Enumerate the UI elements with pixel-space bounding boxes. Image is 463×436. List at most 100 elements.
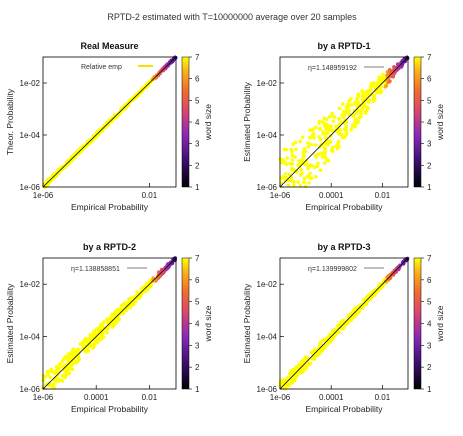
data-point bbox=[334, 124, 338, 129]
data-point bbox=[314, 175, 318, 179]
data-point bbox=[331, 119, 336, 123]
data-point bbox=[347, 112, 352, 117]
data-point bbox=[116, 314, 120, 319]
data-point bbox=[377, 75, 382, 79]
data-point bbox=[341, 102, 345, 106]
colorbar-tick-label: 4 bbox=[427, 320, 432, 329]
x-tick-label: 1e-06 bbox=[33, 191, 54, 200]
chart-title: Real Measure bbox=[80, 41, 138, 51]
data-point bbox=[60, 365, 65, 369]
data-point bbox=[310, 356, 315, 361]
data-point bbox=[46, 372, 50, 377]
data-point bbox=[86, 339, 90, 344]
eta-annotation: η=1.139999802 bbox=[308, 266, 357, 273]
colorbar-tick-label: 1 bbox=[195, 385, 200, 394]
chart-title: by a RPTD-1 bbox=[317, 41, 370, 51]
data-point bbox=[386, 72, 391, 77]
data-point bbox=[300, 135, 305, 140]
data-point bbox=[365, 89, 369, 94]
data-point bbox=[296, 180, 301, 184]
data-point bbox=[169, 60, 173, 65]
data-point bbox=[356, 92, 361, 96]
data-point bbox=[322, 161, 327, 165]
data-point bbox=[105, 120, 110, 125]
plot-frame bbox=[42, 56, 177, 188]
data-point bbox=[331, 149, 335, 154]
data-point bbox=[48, 375, 53, 380]
data-point bbox=[347, 315, 351, 320]
colorbar bbox=[181, 56, 190, 188]
data-point bbox=[306, 145, 311, 149]
data-point bbox=[320, 338, 324, 343]
data-point bbox=[372, 81, 376, 85]
data-point bbox=[284, 172, 288, 176]
colorbar-tick-label: 4 bbox=[195, 118, 200, 127]
y-tick-label: 1e-02 bbox=[257, 79, 278, 88]
colorbar-label: word size bbox=[203, 104, 213, 141]
data-point bbox=[92, 342, 97, 346]
data-point bbox=[306, 141, 310, 145]
data-point bbox=[339, 120, 344, 125]
data-point bbox=[99, 337, 104, 341]
data-point bbox=[336, 139, 341, 144]
data-point bbox=[340, 113, 345, 117]
data-point bbox=[57, 368, 61, 373]
data-point bbox=[331, 334, 336, 339]
data-point bbox=[102, 320, 106, 324]
y-tick-label: 1e-06 bbox=[257, 183, 278, 192]
data-point bbox=[130, 296, 135, 300]
y-tick-label: 1e-02 bbox=[20, 280, 41, 289]
data-point bbox=[127, 298, 132, 303]
data-point bbox=[85, 141, 89, 145]
data-point bbox=[364, 109, 369, 113]
data-point bbox=[349, 103, 354, 107]
data-point bbox=[325, 336, 329, 341]
colorbar bbox=[413, 257, 422, 390]
data-point bbox=[98, 323, 103, 328]
data-point bbox=[299, 359, 304, 364]
data-point bbox=[335, 146, 340, 151]
data-point bbox=[318, 126, 322, 131]
data-point bbox=[318, 341, 322, 346]
data-point bbox=[89, 342, 93, 347]
y-axis-label: Estimated Probability bbox=[242, 283, 252, 364]
data-point bbox=[297, 363, 302, 367]
data-point bbox=[344, 132, 349, 136]
y-tick-label: 1e-04 bbox=[20, 131, 41, 140]
colorbar-tick-label: 7 bbox=[427, 53, 432, 62]
data-point bbox=[123, 306, 128, 311]
chart-panel-4: by a RPTD-3 1e-06 0.0001 0.01 1e-06 1e-04 1e-0… bbox=[242, 242, 445, 414]
data-point bbox=[324, 117, 329, 122]
data-point bbox=[382, 76, 386, 80]
colorbar-tick-label: 3 bbox=[427, 341, 432, 350]
data-point bbox=[349, 97, 353, 101]
data-point bbox=[63, 368, 67, 372]
y-axis-label: Estimated Probability bbox=[242, 81, 252, 162]
colorbar-tick-label: 3 bbox=[427, 140, 432, 149]
data-point bbox=[131, 302, 136, 307]
data-point bbox=[350, 124, 355, 129]
chart-panel-3: by a RPTD-2 1e-06 0.0001 0.01 1e-06 1e-04 1e-0… bbox=[5, 242, 213, 414]
data-point bbox=[105, 330, 109, 335]
eta-annotation: η=1.138858851 bbox=[71, 266, 120, 273]
data-point bbox=[97, 327, 101, 331]
x-axis-label: Empirical Probability bbox=[71, 404, 149, 414]
data-point bbox=[314, 125, 318, 130]
data-point bbox=[156, 276, 161, 280]
colorbar-tick-label: 2 bbox=[427, 363, 432, 372]
colorbar-tick-label: 6 bbox=[427, 75, 432, 84]
data-point bbox=[116, 310, 120, 315]
data-point bbox=[353, 101, 357, 105]
y-tick-label: 1e-04 bbox=[257, 333, 278, 342]
x-tick-label: 0.0001 bbox=[84, 393, 109, 402]
data-point bbox=[326, 158, 331, 163]
plot-frame bbox=[279, 257, 409, 390]
data-point bbox=[83, 337, 88, 341]
data-point bbox=[344, 322, 349, 326]
data-point bbox=[355, 104, 359, 109]
data-point bbox=[77, 350, 81, 355]
data-point bbox=[309, 142, 314, 147]
data-point bbox=[324, 132, 329, 136]
data-point bbox=[76, 353, 80, 358]
data-point bbox=[363, 297, 367, 302]
